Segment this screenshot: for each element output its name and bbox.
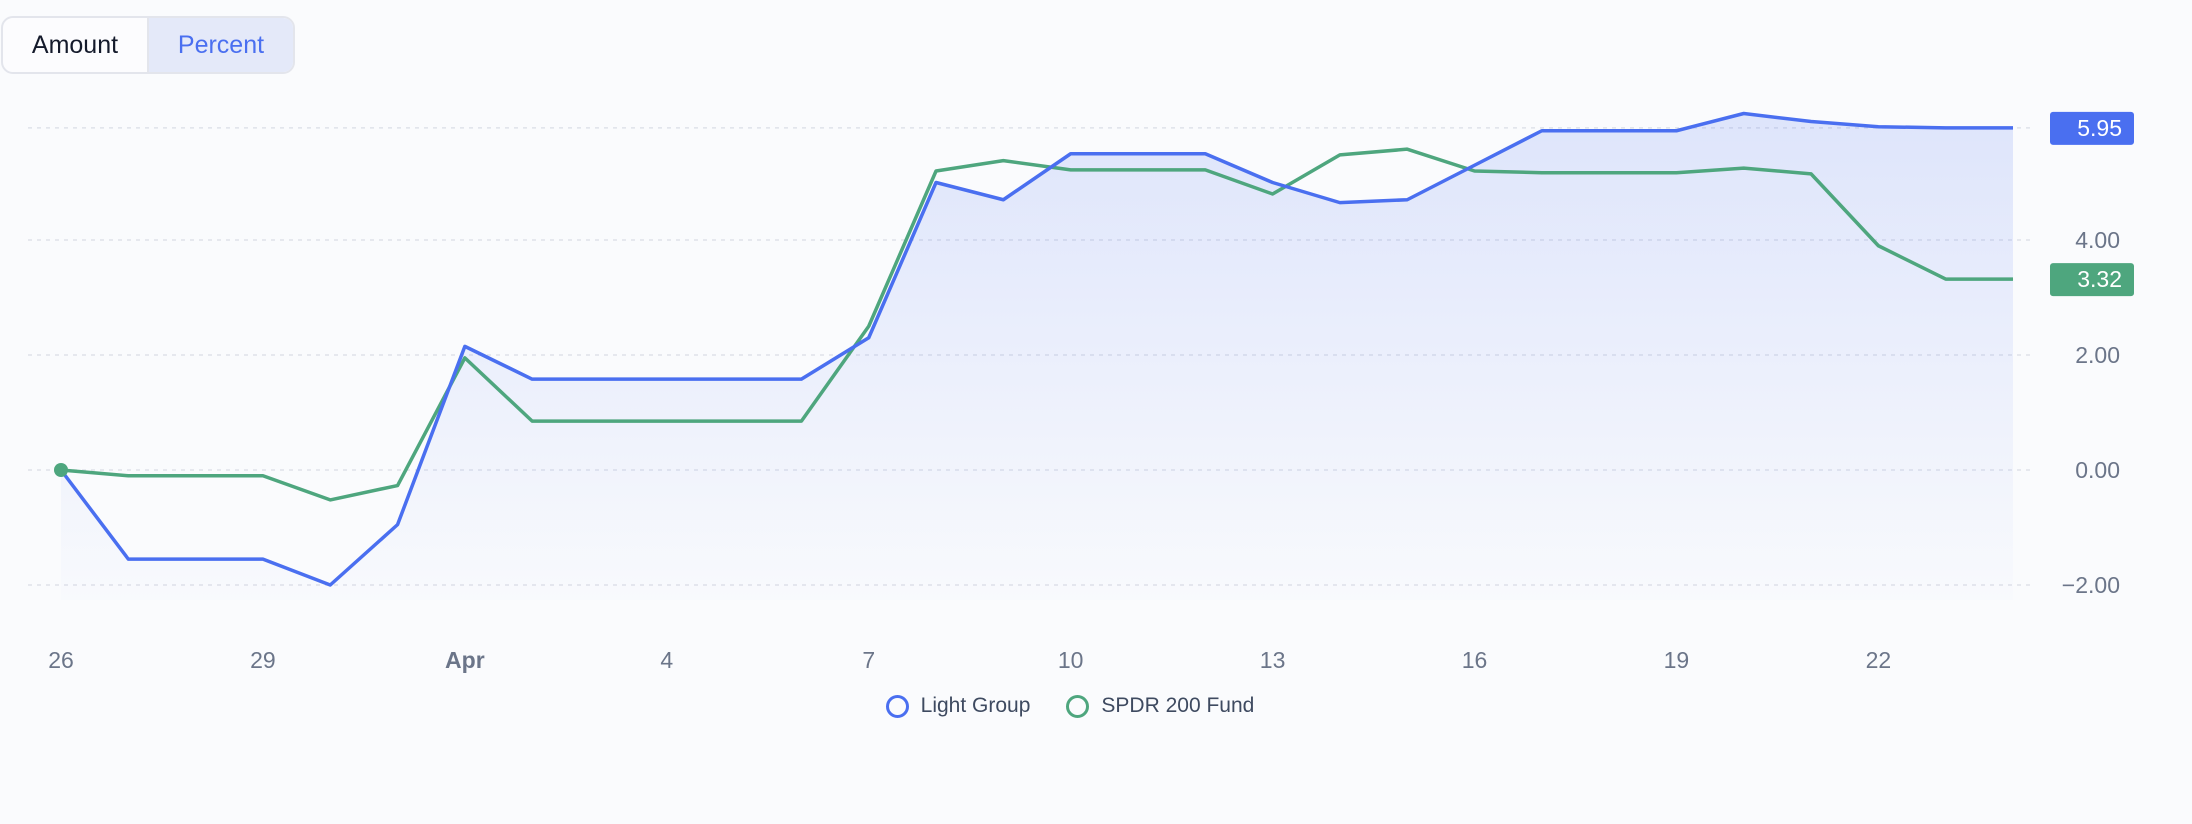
x-tick-label: 19 [1664,647,1690,673]
badge-background [2050,111,2134,145]
x-tick-label: Apr [445,647,485,673]
amount-toggle-button[interactable]: Amount [3,18,149,72]
circle-icon [885,694,909,718]
y-tick-label: 2.00 [2075,342,2120,368]
x-tick-label: 26 [48,647,74,673]
view-toggle: Amount Percent [1,16,295,74]
percent-toggle-button[interactable]: Percent [149,18,293,72]
x-tick-label: 16 [1462,647,1488,673]
x-tick-label: 7 [862,647,875,673]
area-fill-light-group [61,113,2013,600]
x-tick-label: 10 [1058,647,1084,673]
y-tick-label: 4.00 [2075,227,2120,253]
last-value-badge: 5.95 [2050,111,2134,145]
chart-legend: Light Group SPDR 200 Fund [0,694,2140,718]
x-tick-label: 4 [660,647,673,673]
start-point-marker [54,463,68,477]
y-tick-label: 0.00 [2075,457,2120,483]
legend-label: Light Group [920,694,1031,717]
badge-label: 5.95 [2077,115,2122,141]
x-tick-label: 13 [1260,647,1286,673]
badge-background [2050,263,2134,297]
circle-icon [1066,694,1090,718]
legend-label: SPDR 200 Fund [1101,694,1255,717]
series-line-spdr-200-fund [60,147,2013,502]
badge-label: 3.32 [2077,266,2122,292]
legend-item-light-group[interactable]: Light Group [885,694,1031,718]
last-value-badge: 3.32 [2050,263,2134,297]
series-line-light-group [59,111,2013,587]
x-tick-label: 29 [250,647,276,673]
x-tick-label: 22 [1866,647,1892,673]
y-tick-label: −2.00 [2062,572,2120,598]
legend-item-spdr-200-fund[interactable]: SPDR 200 Fund [1066,694,1254,718]
